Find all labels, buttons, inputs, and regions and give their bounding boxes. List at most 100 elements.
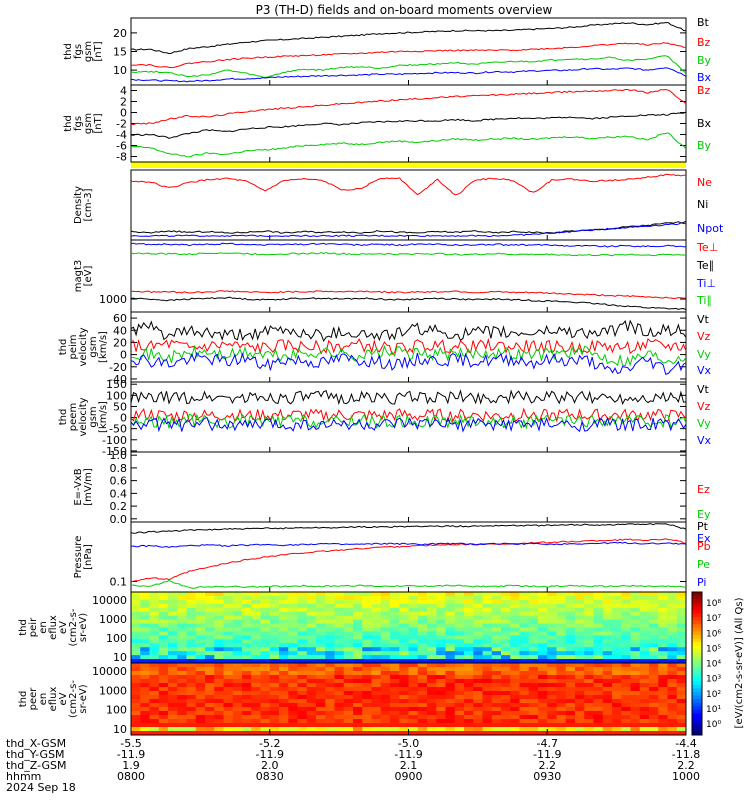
spec-cell — [519, 719, 530, 724]
spec-cell — [464, 647, 474, 652]
spec-cell — [436, 619, 446, 625]
spec-cell — [177, 691, 187, 696]
spec-cell — [676, 635, 687, 640]
spec-cell — [639, 663, 650, 668]
spec-cell — [177, 683, 187, 688]
spec-cell — [205, 631, 215, 636]
spec-cell — [676, 707, 687, 712]
spec-cell — [519, 679, 530, 684]
spec-cell — [269, 599, 280, 605]
spec-cell — [279, 592, 289, 597]
spec-cell — [482, 619, 493, 625]
spec-cell — [575, 603, 585, 609]
spec-cell — [639, 635, 650, 640]
legend-Ez: Ez — [697, 483, 710, 496]
spec-cell — [547, 615, 557, 621]
spec-cell — [417, 611, 428, 617]
y-axis-label: thdpeimvelocitygsm[km/s] — [58, 327, 109, 366]
spec-cell — [667, 723, 678, 728]
spec-cell — [464, 703, 474, 708]
spec-cell — [639, 623, 650, 628]
spec-cell — [251, 643, 261, 648]
spec-cell — [445, 691, 456, 696]
spec-cell — [380, 631, 391, 636]
spec-cell — [288, 619, 298, 625]
spec-cell — [473, 592, 483, 597]
spec-cell — [380, 619, 391, 625]
spec-cell — [288, 643, 298, 648]
spec-cell — [399, 679, 409, 684]
spec-cell — [630, 711, 641, 716]
spec-cell — [482, 727, 493, 732]
spec-cell — [288, 595, 298, 601]
spec-cell — [649, 619, 659, 625]
spec-cell — [427, 675, 437, 680]
spec-cell — [177, 707, 187, 712]
spec-cell — [288, 703, 298, 708]
spec-cell — [399, 599, 409, 605]
spec-cell — [186, 679, 197, 684]
spec-cell — [501, 659, 511, 664]
spec-cell — [186, 719, 197, 724]
spec-cell — [602, 611, 613, 617]
spec-cell — [343, 687, 354, 692]
spec-cell — [242, 627, 252, 632]
spec-cell — [630, 679, 641, 684]
spec-cell — [408, 603, 419, 609]
spec-cell — [658, 683, 668, 688]
spec-cell — [279, 595, 289, 601]
spec-cell — [140, 635, 150, 640]
spec-cell — [353, 623, 363, 628]
spec-cell — [556, 647, 567, 652]
legend-By: By — [697, 139, 712, 152]
legend-By: By — [697, 54, 712, 67]
spec-cell — [260, 715, 271, 720]
y-tick-label: 0.4 — [110, 487, 128, 500]
y-tick-label: 0 — [120, 412, 127, 425]
y-axis-label-line: [nPa] — [83, 544, 94, 570]
spec-cell — [584, 619, 594, 625]
spec-cell — [621, 607, 631, 613]
spec-cell — [205, 679, 215, 684]
spec-cell — [584, 663, 594, 668]
spec-cell — [297, 595, 308, 601]
spec-cell — [658, 731, 668, 736]
y-tick-label: 150 — [106, 378, 127, 391]
spec-cell — [205, 655, 215, 660]
spec-cell — [371, 615, 382, 621]
spec-cell — [602, 703, 613, 708]
spec-cell — [260, 592, 271, 597]
series-By-line — [130, 132, 687, 158]
colorbar-cell — [692, 706, 702, 711]
spec-cell — [205, 647, 215, 652]
spec-cell — [408, 707, 419, 712]
spec-cell — [205, 643, 215, 648]
spec-cell — [195, 611, 206, 617]
series-Te⊥-line — [130, 290, 687, 300]
spec-cell — [362, 623, 372, 628]
spec-cell — [473, 623, 483, 628]
spec-cell — [519, 711, 530, 716]
spec-cell — [297, 627, 308, 632]
y-axis-label-line: (cm2-s- — [68, 608, 79, 646]
spec-cell — [528, 679, 539, 684]
spec-cell — [621, 631, 631, 636]
spec-cell — [168, 667, 178, 672]
spec-cell — [371, 635, 382, 640]
spec-cell — [473, 711, 483, 716]
spec-cell — [325, 607, 335, 613]
colorbar-cell — [692, 627, 702, 632]
spec-cell — [519, 647, 530, 652]
spec-cell — [445, 647, 456, 652]
spec-cell — [501, 715, 511, 720]
spec-cell — [575, 631, 585, 636]
spec-cell — [565, 615, 576, 621]
spec-cell — [519, 723, 530, 728]
spec-cell — [232, 715, 243, 720]
spec-cell — [519, 675, 530, 680]
spec-cell — [501, 663, 511, 668]
spec-cell — [565, 655, 576, 660]
spec-cell — [454, 727, 465, 732]
spec-cell — [408, 695, 419, 700]
spectrogram-peer: 10000100010010thdpeerenefluxeV(cm2-s-sr-… — [18, 662, 687, 736]
